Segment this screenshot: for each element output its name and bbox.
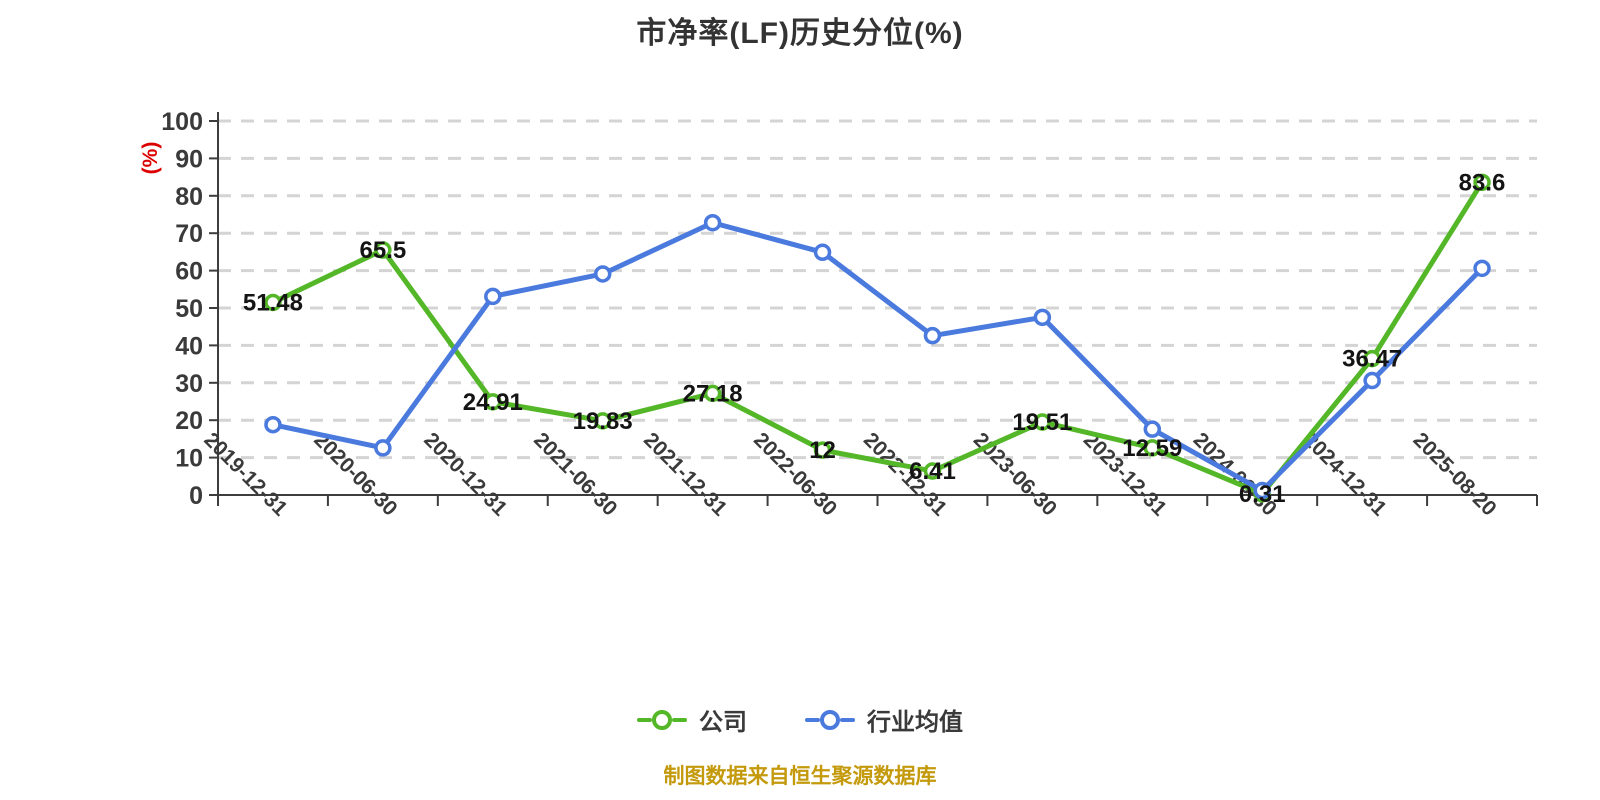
x-axis-label: 2020-12-31 xyxy=(419,428,511,520)
data-point-industry[interactable] xyxy=(1473,259,1491,278)
data-point-company[interactable] xyxy=(374,241,392,259)
data-point-industry[interactable] xyxy=(374,439,392,457)
data-point-industry[interactable] xyxy=(484,287,502,306)
legend-label: 行业均值 xyxy=(867,709,963,736)
data-point-industry[interactable] xyxy=(593,265,612,283)
data-point-label: 36.47 xyxy=(1342,346,1402,373)
legend-item-industry[interactable]: 行业均值 xyxy=(805,702,963,737)
data-point-company[interactable] xyxy=(1363,349,1381,368)
data-point-company[interactable] xyxy=(1473,173,1491,192)
x-axis-label: 2019-12-31 xyxy=(199,428,291,520)
y-axis-tick-label: 30 xyxy=(175,370,203,398)
data-point-industry[interactable] xyxy=(923,326,942,345)
series-line-industry xyxy=(270,220,1485,494)
y-axis-tick-label: 20 xyxy=(175,407,203,435)
footer-note: 制图数据来自恒生聚源数据库 xyxy=(663,765,937,788)
data-point-label: 0.31 xyxy=(1239,481,1286,508)
data-point-label: 12 xyxy=(809,437,836,464)
y-axis-name: (%) xyxy=(139,142,162,175)
legend-marker-icon xyxy=(805,709,855,730)
legend-marker-icon xyxy=(637,709,687,730)
y-axis-tick-label: 0 xyxy=(189,482,203,510)
y-axis-tick-label: 60 xyxy=(175,258,203,286)
data-point-industry[interactable] xyxy=(813,243,832,262)
data-point-industry[interactable] xyxy=(264,415,282,434)
x-axis-label: 2021-12-31 xyxy=(639,428,731,520)
data-point-industry[interactable] xyxy=(1143,420,1162,438)
x-axis-label: 2025-08-20 xyxy=(1409,428,1501,520)
data-point-company[interactable] xyxy=(923,462,942,480)
x-axis-label: 2021-06-30 xyxy=(529,428,621,520)
y-axis-tick-label: 100 xyxy=(161,108,203,136)
y-axis-tick-label: 40 xyxy=(175,332,203,360)
data-point-label: 24.91 xyxy=(463,389,523,416)
data-point-industry[interactable] xyxy=(703,213,722,232)
data-point-company[interactable] xyxy=(484,393,502,411)
y-axis-tick-label: 50 xyxy=(175,295,203,323)
data-point-company[interactable] xyxy=(1033,413,1052,431)
legend-label: 公司 xyxy=(699,709,747,736)
data-point-company[interactable] xyxy=(1143,439,1162,457)
data-point-label: 19.83 xyxy=(573,408,633,435)
data-point-label: 6.41 xyxy=(909,458,956,485)
data-point-company[interactable] xyxy=(264,293,282,312)
y-axis-tick-label: 90 xyxy=(175,145,203,173)
data-point-label: 65.5 xyxy=(360,237,407,264)
data-point-industry[interactable] xyxy=(1363,371,1381,390)
data-point-label: 83.6 xyxy=(1459,169,1506,196)
chart-legend: 公司 行业均值 xyxy=(0,702,1600,737)
data-point-label: 27.18 xyxy=(683,380,743,407)
data-point-company[interactable] xyxy=(813,441,832,459)
x-axis-label: 2023-06-30 xyxy=(969,428,1061,520)
data-point-industry[interactable] xyxy=(1033,308,1052,327)
y-axis-tick-label: 10 xyxy=(175,445,203,473)
data-point-industry[interactable] xyxy=(1253,481,1271,500)
data-point-company[interactable] xyxy=(593,412,612,430)
data-point-company[interactable] xyxy=(703,384,722,403)
data-point-label: 51.48 xyxy=(243,289,303,316)
y-axis-tick-label: 70 xyxy=(175,220,203,248)
data-point-label: 12.59 xyxy=(1122,435,1182,462)
y-axis-tick-label: 80 xyxy=(175,183,203,211)
legend-item-company[interactable]: 公司 xyxy=(637,702,747,737)
data-point-label: 19.51 xyxy=(1012,409,1072,436)
chart-title: 市净率(LF)历史分位(%) xyxy=(636,17,964,50)
